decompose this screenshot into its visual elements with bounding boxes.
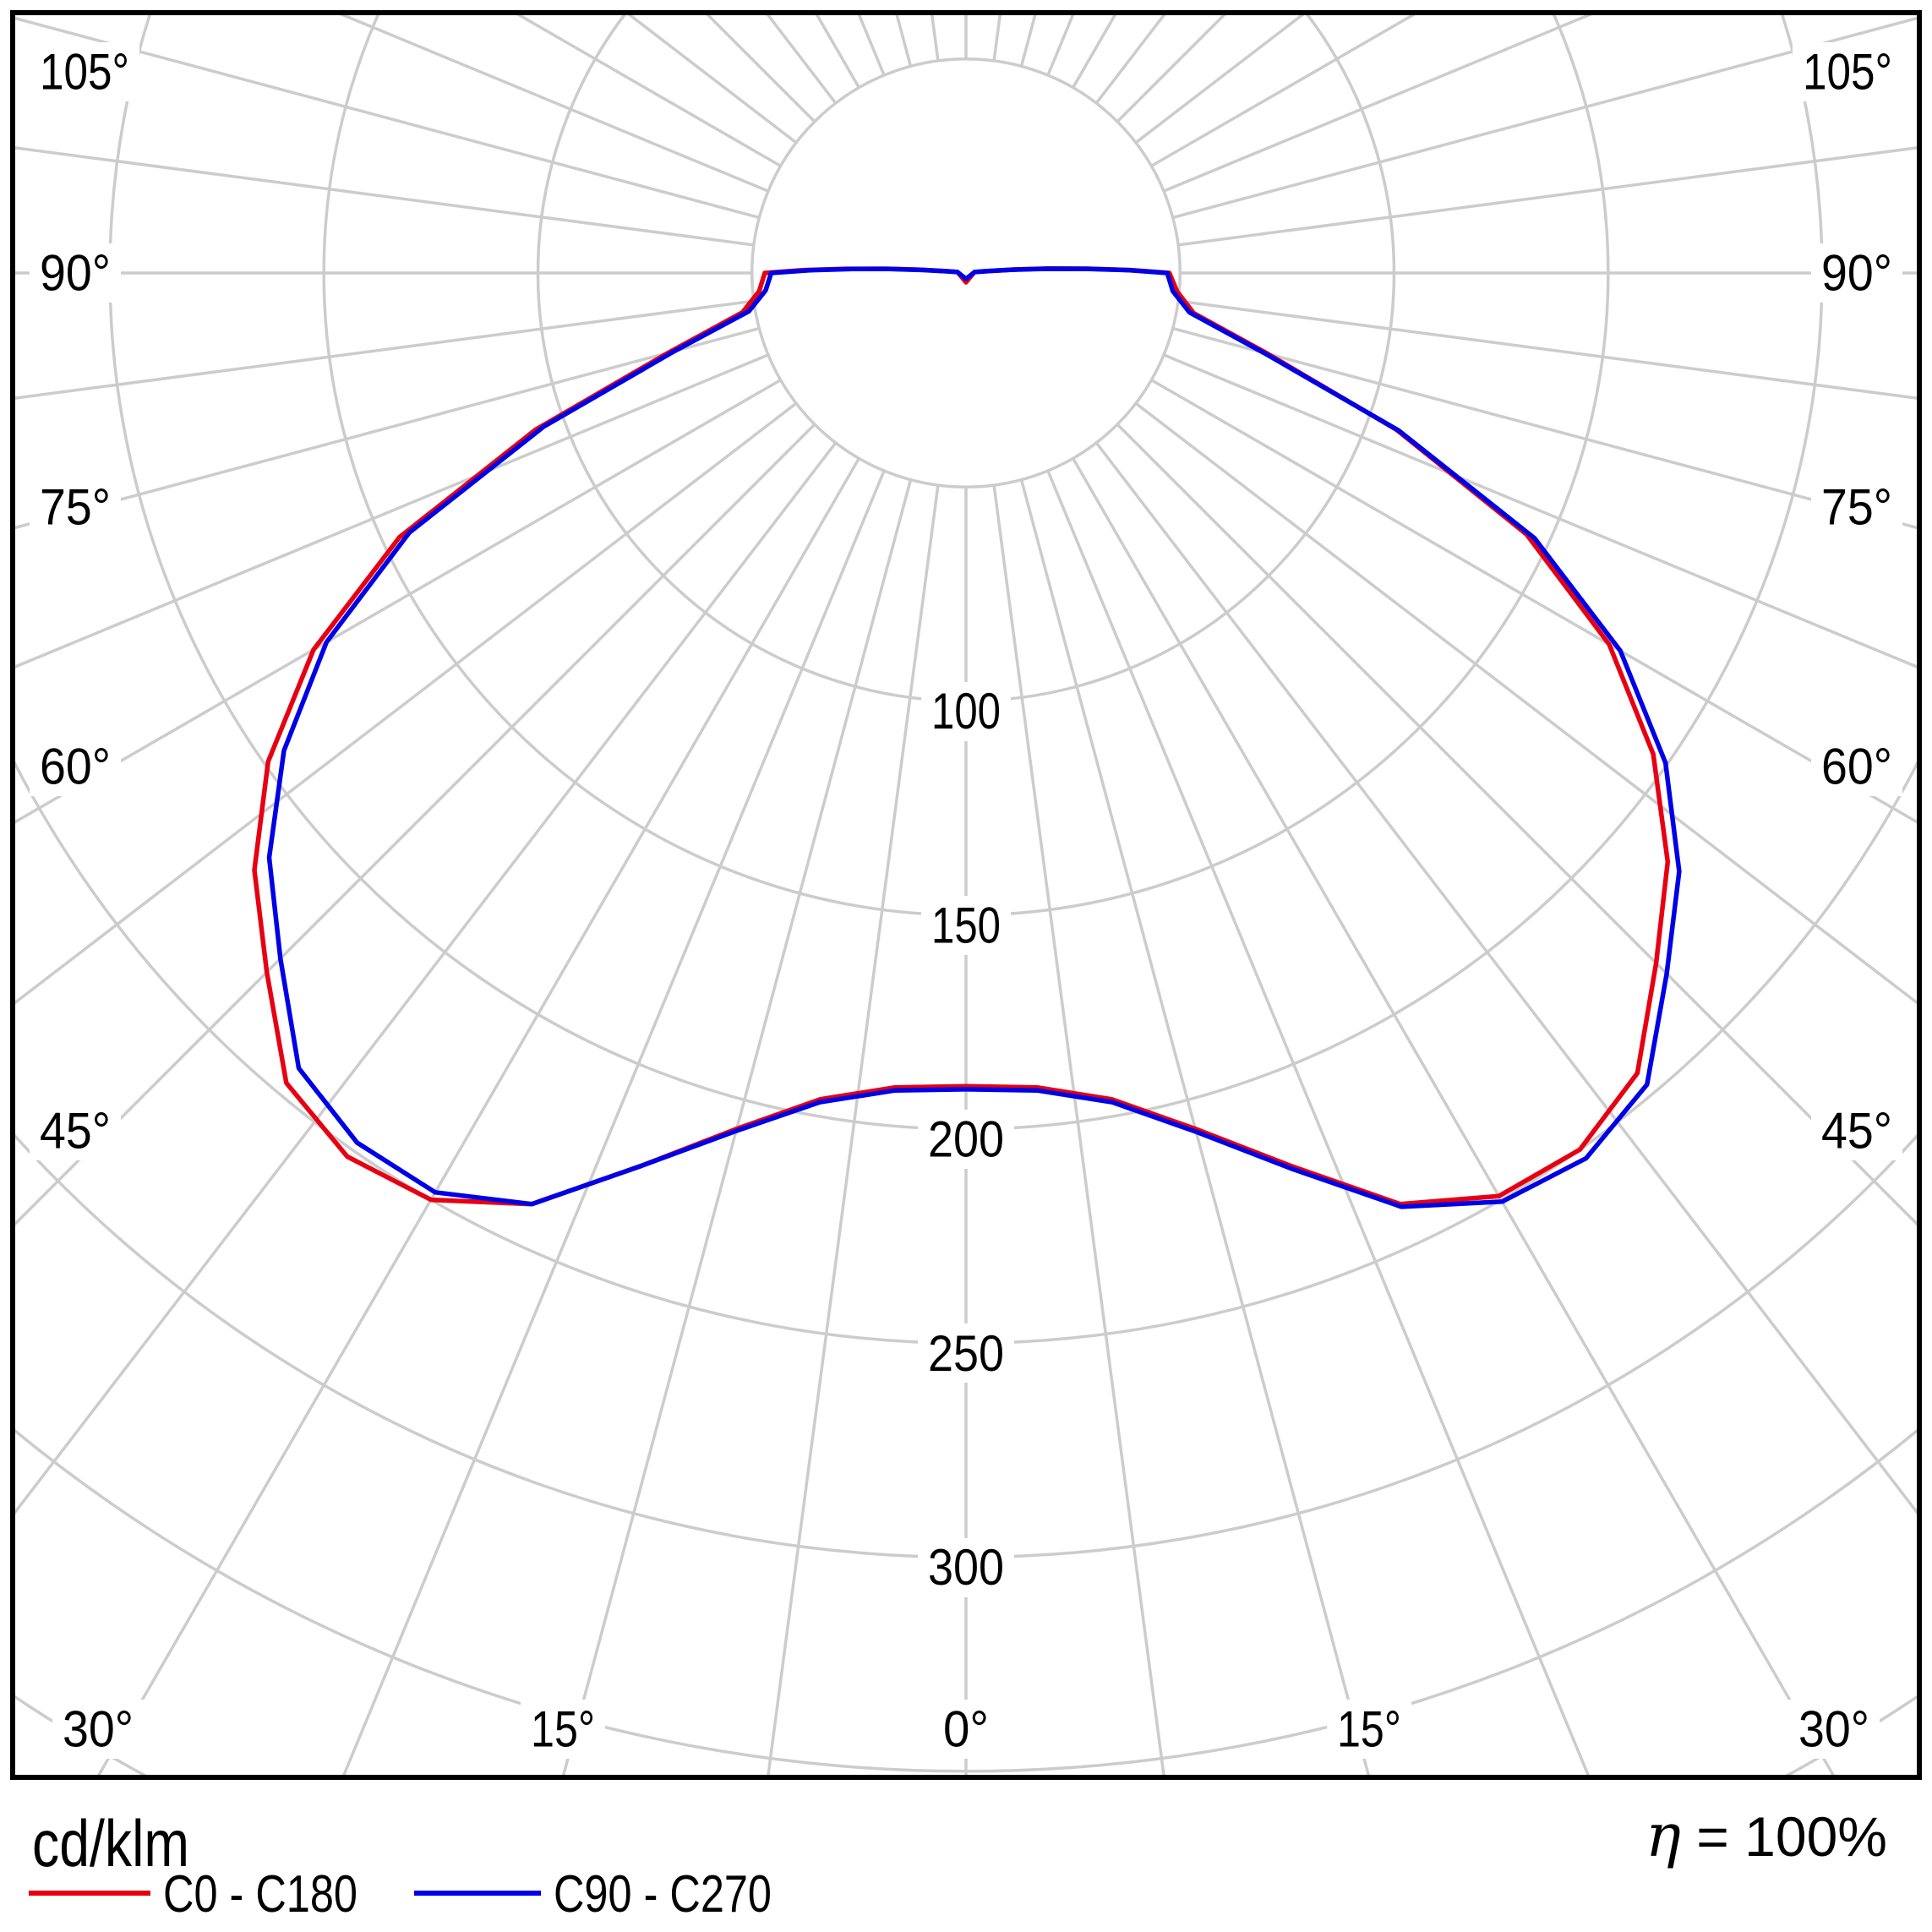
plot-border xyxy=(10,10,1922,1780)
angle-label-bottom-4: 30° xyxy=(1798,1701,1869,1758)
efficiency-label: η = 100% xyxy=(1645,1801,1887,1870)
radius-label-250: 250 xyxy=(928,1325,1004,1382)
grid-ray-15 xyxy=(1019,479,1371,1777)
eta-symbol: η xyxy=(1645,1801,1681,1870)
grid-ray-82.5 xyxy=(1177,299,1919,401)
grid-ray-255 xyxy=(13,15,760,220)
angle-label-left-60-halo xyxy=(30,737,121,796)
grid-ray-352.5 xyxy=(766,484,940,1777)
grid-ray-52.5 xyxy=(1134,401,1919,1007)
angle-label-bottom-4-halo xyxy=(1788,1700,1880,1759)
angle-label-right-105: 105° xyxy=(1803,44,1892,101)
radius-label-200-halo xyxy=(918,1110,1014,1169)
grid-ray-300 xyxy=(13,379,782,826)
grid-ray-22.5 xyxy=(1046,470,1591,1777)
angle-label-right-60-halo xyxy=(1811,737,1902,796)
angle-label-bottom-3: 15° xyxy=(1337,1701,1401,1758)
angle-label-right-45-halo xyxy=(1811,1101,1902,1160)
angle-label-bottom-1: 15° xyxy=(531,1701,595,1758)
grid-ray-330 xyxy=(96,457,860,1777)
grid-ray-105 xyxy=(1172,15,1919,220)
grid-ray-337.5 xyxy=(341,470,886,1777)
grid-ray-277.5 xyxy=(13,299,755,401)
grid-ray-67.5 xyxy=(1163,353,1919,670)
angle-label-bottom-0: 30° xyxy=(63,1701,134,1758)
angle-label-right-45: 45° xyxy=(1821,1103,1892,1160)
legend-label-c0-c180: C0 - C180 xyxy=(163,1865,357,1924)
angle-label-left-90-halo xyxy=(30,243,121,303)
grid-ray-345 xyxy=(561,479,913,1777)
angle-label-bottom-0-halo xyxy=(52,1700,144,1759)
grid-ray-7.5 xyxy=(992,484,1166,1777)
grid-ray-285 xyxy=(13,326,760,531)
grid-ray-262.5 xyxy=(13,145,755,247)
footer: cd/klm η = 100% C0 - C180 C90 - C270 xyxy=(29,1801,1887,1924)
legend-label-c90-c270: C90 - C270 xyxy=(554,1865,772,1924)
angle-label-left-45-halo xyxy=(30,1101,121,1160)
grid-ray-112.5 xyxy=(1163,13,1599,193)
angle-label-right-90-halo xyxy=(1811,243,1902,303)
angle-label-left-105: 105° xyxy=(40,44,129,101)
curve-c0-c180 xyxy=(252,266,1671,1207)
grid-ray-322.5 xyxy=(13,441,838,1518)
grid-ray-315 xyxy=(13,423,816,1229)
radius-label-150-halo xyxy=(921,896,1011,955)
angle-label-bottom-2: 0° xyxy=(943,1701,989,1758)
angle-label-bottom-1-halo xyxy=(521,1700,605,1759)
angle-label-bottom-2-halo xyxy=(933,1700,999,1759)
grid-ray-60 xyxy=(1150,379,1919,826)
grid-ray-247.5 xyxy=(333,13,769,193)
angle-label-left-105-halo xyxy=(30,42,139,101)
angle-label-left-75: 75° xyxy=(40,479,111,536)
angle-label-right-90: 90° xyxy=(1821,245,1892,302)
radius-label-150: 150 xyxy=(931,897,1001,953)
angle-label-left-60: 60° xyxy=(40,739,111,795)
angle-label-right-60: 60° xyxy=(1821,739,1892,795)
grid-ray-37.5 xyxy=(1094,441,1919,1518)
angle-label-bottom-3-halo xyxy=(1327,1700,1411,1759)
unit-label: cd/klm xyxy=(32,1806,189,1880)
radius-label-100: 100 xyxy=(931,683,1001,740)
radius-label-300-halo xyxy=(918,1538,1014,1597)
angle-label-left-90: 90° xyxy=(40,245,111,302)
radius-label-250-halo xyxy=(918,1323,1014,1383)
curve-c90-c270 xyxy=(266,266,1682,1209)
radius-label-100-halo xyxy=(921,682,1011,741)
grid-ray-97.5 xyxy=(1177,145,1919,247)
eta-value: = 100% xyxy=(1681,1805,1887,1868)
grid-labels: 105° 90° 75° 60° 45° 105° 90° 75° 60° 45° 30° 15° 0°… xyxy=(30,42,1902,1759)
grid-ray-45 xyxy=(1116,423,1919,1229)
grid-ray-75 xyxy=(1172,326,1919,531)
angle-label-right-105-halo xyxy=(1793,42,1902,101)
angle-label-left-45: 45° xyxy=(40,1103,111,1160)
angle-label-right-75: 75° xyxy=(1821,479,1892,536)
intensity-curves xyxy=(252,266,1682,1209)
angle-label-left-75-halo xyxy=(30,478,121,537)
radius-label-300: 300 xyxy=(928,1539,1004,1596)
radius-label-200: 200 xyxy=(928,1111,1004,1168)
grid-ray-307.5 xyxy=(13,401,798,1007)
grid-ray-30 xyxy=(1072,457,1836,1777)
angle-label-right-75-halo xyxy=(1811,478,1902,537)
